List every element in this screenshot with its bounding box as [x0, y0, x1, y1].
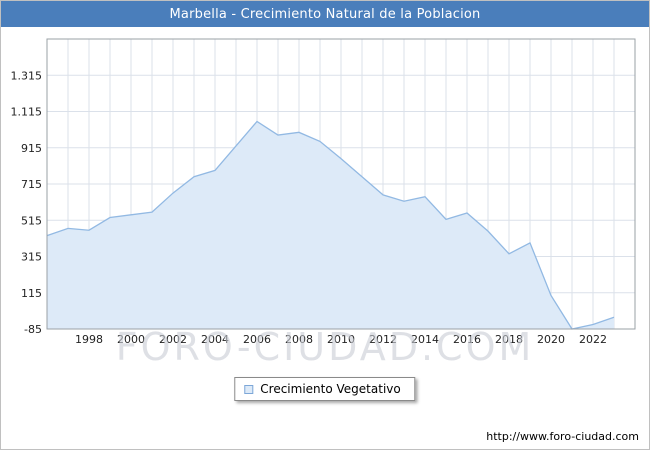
legend: Crecimiento Vegetativo [234, 377, 416, 401]
svg-text:315: 315 [21, 251, 42, 264]
chart-title: Marbella - Crecimiento Natural de la Pob… [169, 6, 481, 22]
legend-swatch-icon [244, 384, 254, 394]
svg-text:2020: 2020 [537, 333, 565, 346]
legend-label: Crecimiento Vegetativo [260, 382, 401, 396]
svg-text:515: 515 [21, 214, 42, 227]
svg-text:2000: 2000 [117, 333, 145, 346]
area-chart: -85 115 315 515 715 915 1.115 1.315 1998 2000 2002… [11, 38, 636, 346]
svg-text:2010: 2010 [327, 333, 355, 346]
footer-url: http://www.foro-ciudad.com [486, 430, 639, 443]
svg-text:2016: 2016 [453, 333, 481, 346]
svg-text:1998: 1998 [75, 333, 103, 346]
svg-text:715: 715 [21, 178, 42, 191]
chart-plot-frame: -85 115 315 515 715 915 1.115 1.315 1998 2000 2002… [9, 37, 643, 347]
svg-text:915: 915 [21, 142, 42, 155]
svg-text:2004: 2004 [201, 333, 229, 346]
svg-text:2014: 2014 [411, 333, 439, 346]
svg-text:-85: -85 [24, 323, 42, 336]
svg-text:1.315: 1.315 [11, 69, 43, 82]
svg-text:2002: 2002 [159, 333, 187, 346]
chart-title-bar: Marbella - Crecimiento Natural de la Pob… [1, 1, 649, 27]
svg-text:2022: 2022 [579, 333, 607, 346]
svg-text:2018: 2018 [495, 333, 523, 346]
svg-text:2008: 2008 [285, 333, 313, 346]
svg-text:2006: 2006 [243, 333, 271, 346]
svg-text:2012: 2012 [369, 333, 397, 346]
svg-text:1.115: 1.115 [11, 106, 43, 119]
svg-text:115: 115 [21, 287, 42, 300]
